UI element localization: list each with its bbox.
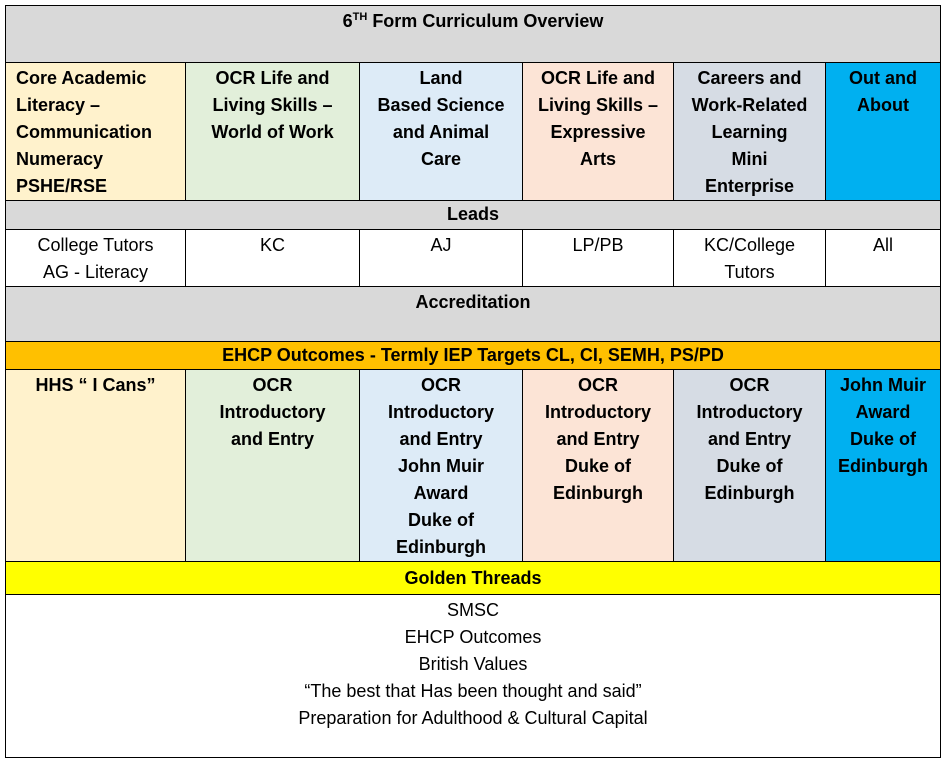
cell-line: Living Skills –: [537, 95, 659, 115]
leads-heading: Leads: [4, 200, 942, 230]
cell-line: AG - Literacy: [42, 262, 149, 282]
curriculum-overview-document: 6TH Form Curriculum Overview Core Academ…: [4, 5, 942, 758]
cell-line: Mini: [731, 149, 768, 169]
subjects-row: Core Academic Literacy – Communication Nume…: [5, 62, 942, 201]
cell-line: and Entry: [230, 429, 314, 449]
subject-expressive-arts: OCR Life and Living Skills – Expressive Art…: [522, 62, 674, 201]
curriculum-table: 6TH Form Curriculum Overview Core Academ…: [4, 5, 942, 758]
cell-line: Arts: [579, 149, 616, 169]
golden-threads-heading: Golden Threads: [4, 561, 942, 595]
cell-line: Work-Related: [691, 95, 808, 115]
golden-thread-item: EHCP Outcomes: [404, 627, 542, 647]
cell-line: Enterprise: [704, 176, 795, 196]
accreditations-row: HHS “ I Cans” OCR Introductory and Entry O…: [5, 369, 942, 562]
cell-line: Edinburgh: [838, 456, 928, 476]
cell-line: Introductory: [696, 402, 803, 422]
cell-line: Award: [413, 483, 469, 503]
cell-line: HHS “ I Cans”: [35, 375, 156, 395]
cell-line: Core Academic: [16, 68, 147, 88]
lead-careers: KC/College Tutors: [673, 229, 826, 287]
lead-world-of-work: KC: [185, 229, 360, 287]
cell-line: OCR Life and: [215, 68, 330, 88]
golden-thread-item: “The best that Has been thought and said…: [304, 681, 642, 701]
ehcp-outcomes-band: EHCP Outcomes - Termly IEP Targets CL, C…: [4, 341, 942, 370]
cell-line: Numeracy: [16, 149, 104, 169]
golden-thread-item: SMSC: [447, 600, 500, 620]
cell-line: Land: [419, 68, 463, 88]
cell-line: and Animal: [392, 122, 490, 142]
accreditation-careers: OCR Introductory and Entry Duke of Edinburgh: [673, 369, 826, 562]
cell-line: and Entry: [707, 429, 791, 449]
cell-line: Edinburgh: [553, 483, 643, 503]
cell-line: OCR: [729, 375, 770, 395]
subject-out-and-about: Out and About: [824, 62, 942, 201]
cell-line: and Entry: [556, 429, 640, 449]
cell-line: John Muir: [840, 375, 926, 395]
cell-line: Edinburgh: [704, 483, 795, 503]
cell-line: Edinburgh: [396, 537, 486, 557]
subject-core-academic: Core Academic Literacy – Communication Nume…: [5, 62, 186, 201]
cell-line: OCR: [421, 375, 461, 395]
cell-line: Communication: [16, 122, 153, 142]
cell-line: LP/PB: [572, 235, 624, 255]
cell-line: OCR Life and: [540, 68, 655, 88]
cell-line: Tutors: [724, 262, 775, 282]
cell-line: OCR: [252, 375, 293, 395]
accreditation-out-and-about: John Muir Award Duke of Edinburgh: [824, 369, 942, 562]
accreditation-expressive-arts: OCR Introductory and Entry Duke of Edinburgh: [522, 369, 674, 562]
golden-threads-list: SMSC EHCP Outcomes British Values “The b…: [4, 594, 942, 758]
cell-line: Literacy –: [16, 95, 101, 115]
cell-line: Out and: [849, 68, 917, 88]
accreditation-heading: Accreditation: [4, 286, 942, 342]
cell-line: All: [873, 235, 894, 255]
cell-line: Duke of: [407, 510, 474, 530]
cell-line: and Entry: [399, 429, 483, 449]
lead-expressive-arts: LP/PB: [522, 229, 674, 287]
cell-line: Careers and: [697, 68, 802, 88]
cell-line: John Muir: [398, 456, 484, 476]
cell-line: KC/College: [703, 235, 796, 255]
cell-line: Introductory: [545, 402, 651, 422]
golden-thread-item: Preparation for Adulthood & Cultural Cap…: [298, 708, 648, 728]
cell-line: Duke of: [564, 456, 631, 476]
leads-row: College Tutors AG - Literacy KC AJ LP/PB …: [5, 229, 942, 287]
lead-land-based: AJ: [359, 229, 523, 287]
accreditation-world-of-work: OCR Introductory and Entry: [185, 369, 360, 562]
cell-line: OCR: [578, 375, 618, 395]
golden-thread-item: British Values: [418, 654, 528, 674]
subject-careers: Careers and Work-Related Learning Mini Enter…: [673, 62, 826, 201]
table-title: 6TH Form Curriculum Overview: [4, 5, 942, 63]
lead-core: College Tutors AG - Literacy: [5, 229, 186, 287]
cell-line: Introductory: [388, 402, 494, 422]
cell-line: PSHE/RSE: [16, 176, 108, 196]
cell-line: Duke of: [716, 456, 783, 476]
lead-out-and-about: All: [824, 229, 942, 287]
cell-line: Introductory: [219, 402, 326, 422]
subject-land-based-science: Land Based Science and Animal Care: [359, 62, 523, 201]
accreditation-core: HHS “ I Cans”: [5, 369, 186, 562]
cell-line: Expressive: [550, 122, 646, 142]
cell-line: AJ: [430, 235, 452, 255]
cell-line: About: [857, 95, 909, 115]
cell-line: World of Work: [211, 122, 334, 142]
cell-line: Living Skills –: [212, 95, 333, 115]
cell-line: Duke of: [850, 429, 917, 449]
cell-line: Care: [420, 149, 462, 169]
cell-line: Based Science: [377, 95, 505, 115]
subject-world-of-work: OCR Life and Living Skills – World of Work: [185, 62, 360, 201]
accreditation-land-based: OCR Introductory and Entry John Muir Award Du…: [359, 369, 523, 562]
cell-line: Learning: [711, 122, 788, 142]
cell-line: KC: [259, 235, 285, 255]
cell-line: College Tutors: [37, 235, 154, 255]
cell-line: Award: [855, 402, 911, 422]
